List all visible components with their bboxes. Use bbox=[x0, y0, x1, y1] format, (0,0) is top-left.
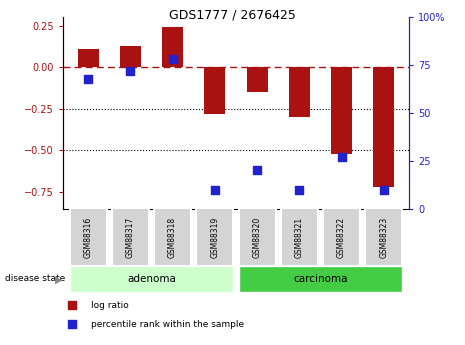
Text: GSM88323: GSM88323 bbox=[379, 217, 388, 258]
FancyBboxPatch shape bbox=[323, 208, 360, 266]
FancyBboxPatch shape bbox=[112, 208, 149, 266]
FancyBboxPatch shape bbox=[154, 208, 191, 266]
Text: log ratio: log ratio bbox=[91, 301, 128, 310]
Bar bbox=[162, 27, 183, 67]
Text: ▶: ▶ bbox=[55, 275, 63, 285]
Bar bbox=[373, 67, 394, 187]
Text: GSM88318: GSM88318 bbox=[168, 217, 177, 258]
Text: GSM88316: GSM88316 bbox=[84, 217, 93, 258]
Bar bbox=[246, 67, 268, 92]
Text: disease state: disease state bbox=[5, 274, 65, 283]
Point bbox=[253, 168, 261, 173]
Bar bbox=[78, 49, 99, 67]
Text: carcinoma: carcinoma bbox=[293, 274, 348, 284]
Point bbox=[85, 76, 92, 81]
Text: GSM88320: GSM88320 bbox=[252, 217, 262, 258]
Text: percentile rank within the sample: percentile rank within the sample bbox=[91, 320, 244, 329]
Bar bbox=[289, 67, 310, 117]
FancyBboxPatch shape bbox=[239, 208, 276, 266]
Point bbox=[211, 187, 219, 192]
Point bbox=[380, 187, 387, 192]
FancyBboxPatch shape bbox=[196, 208, 233, 266]
Text: GDS1777 / 2676425: GDS1777 / 2676425 bbox=[169, 9, 296, 22]
Text: adenoma: adenoma bbox=[127, 274, 176, 284]
FancyBboxPatch shape bbox=[239, 266, 402, 292]
Bar bbox=[331, 67, 352, 154]
Text: GSM88317: GSM88317 bbox=[126, 217, 135, 258]
Text: GSM88322: GSM88322 bbox=[337, 217, 346, 258]
FancyBboxPatch shape bbox=[281, 208, 318, 266]
Bar bbox=[120, 46, 141, 67]
Bar bbox=[204, 67, 226, 114]
FancyBboxPatch shape bbox=[70, 266, 233, 292]
FancyBboxPatch shape bbox=[70, 208, 106, 266]
Text: GSM88321: GSM88321 bbox=[295, 217, 304, 258]
Point bbox=[126, 68, 134, 73]
Point bbox=[338, 154, 345, 160]
Point bbox=[296, 187, 303, 192]
Text: GSM88319: GSM88319 bbox=[210, 217, 219, 258]
Point bbox=[169, 57, 176, 62]
FancyBboxPatch shape bbox=[365, 208, 402, 266]
